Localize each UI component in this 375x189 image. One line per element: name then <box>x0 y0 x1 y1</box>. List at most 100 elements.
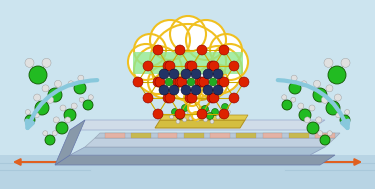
Circle shape <box>68 81 74 87</box>
Circle shape <box>88 95 93 100</box>
Circle shape <box>150 20 190 60</box>
Circle shape <box>204 118 207 122</box>
Circle shape <box>209 78 217 86</box>
Circle shape <box>78 75 84 81</box>
Circle shape <box>299 109 311 121</box>
Circle shape <box>175 77 185 87</box>
Circle shape <box>155 77 165 87</box>
Polygon shape <box>55 155 335 165</box>
Polygon shape <box>95 133 340 138</box>
Circle shape <box>212 44 248 80</box>
Circle shape <box>194 46 242 94</box>
Circle shape <box>181 85 191 95</box>
Circle shape <box>56 122 68 134</box>
Circle shape <box>42 85 49 92</box>
Circle shape <box>34 113 39 118</box>
Circle shape <box>165 93 175 103</box>
Circle shape <box>203 69 213 79</box>
Circle shape <box>148 66 180 98</box>
Circle shape <box>207 112 213 119</box>
Circle shape <box>219 109 229 119</box>
Circle shape <box>64 117 70 123</box>
Circle shape <box>29 66 47 84</box>
Circle shape <box>173 77 183 87</box>
Circle shape <box>196 66 228 98</box>
Circle shape <box>188 102 200 114</box>
Circle shape <box>345 110 350 115</box>
Polygon shape <box>236 133 256 138</box>
Circle shape <box>177 115 180 119</box>
Polygon shape <box>70 120 325 130</box>
Circle shape <box>326 101 340 115</box>
Circle shape <box>35 101 49 115</box>
Circle shape <box>340 115 350 125</box>
Circle shape <box>326 85 333 92</box>
Circle shape <box>200 112 204 116</box>
Circle shape <box>128 44 164 80</box>
Circle shape <box>207 112 211 115</box>
Circle shape <box>150 24 226 100</box>
Circle shape <box>183 118 186 122</box>
Polygon shape <box>289 133 309 138</box>
Circle shape <box>187 78 195 86</box>
Polygon shape <box>210 133 230 138</box>
Circle shape <box>209 61 219 71</box>
Circle shape <box>207 61 217 71</box>
Circle shape <box>43 131 48 136</box>
Circle shape <box>163 93 173 103</box>
Polygon shape <box>55 120 85 165</box>
Circle shape <box>42 58 51 67</box>
Circle shape <box>64 109 76 121</box>
Circle shape <box>133 77 143 87</box>
Circle shape <box>216 115 220 119</box>
Circle shape <box>192 111 198 118</box>
Circle shape <box>203 85 213 95</box>
Circle shape <box>314 80 321 87</box>
Circle shape <box>79 97 84 102</box>
Circle shape <box>328 66 346 84</box>
FancyBboxPatch shape <box>133 52 243 74</box>
Circle shape <box>187 61 197 71</box>
Circle shape <box>341 58 350 67</box>
Circle shape <box>153 109 163 119</box>
Circle shape <box>169 69 179 79</box>
Circle shape <box>46 96 54 103</box>
Circle shape <box>291 75 297 81</box>
Circle shape <box>199 77 209 87</box>
Circle shape <box>226 110 230 114</box>
Circle shape <box>336 113 341 118</box>
Circle shape <box>301 81 307 87</box>
Circle shape <box>25 58 34 67</box>
Circle shape <box>229 93 239 103</box>
Polygon shape <box>85 138 335 147</box>
Circle shape <box>313 88 327 102</box>
Circle shape <box>229 61 239 71</box>
Circle shape <box>134 46 182 94</box>
Circle shape <box>173 71 203 101</box>
Polygon shape <box>160 115 248 120</box>
Circle shape <box>197 109 207 119</box>
Circle shape <box>222 104 228 111</box>
Circle shape <box>318 131 323 136</box>
Circle shape <box>184 90 200 106</box>
Circle shape <box>327 131 332 136</box>
Circle shape <box>170 16 206 52</box>
Polygon shape <box>315 133 335 138</box>
Circle shape <box>191 85 201 95</box>
Polygon shape <box>155 120 245 128</box>
Polygon shape <box>262 133 282 138</box>
Circle shape <box>175 109 185 119</box>
Circle shape <box>54 80 62 87</box>
Circle shape <box>304 117 310 123</box>
Circle shape <box>320 135 330 145</box>
Circle shape <box>143 61 153 71</box>
Circle shape <box>220 110 224 114</box>
Circle shape <box>196 118 200 121</box>
Polygon shape <box>131 133 151 138</box>
Circle shape <box>169 85 179 95</box>
Circle shape <box>282 100 292 110</box>
Circle shape <box>181 69 191 79</box>
Circle shape <box>159 85 169 95</box>
Circle shape <box>171 108 178 115</box>
Circle shape <box>207 93 217 103</box>
